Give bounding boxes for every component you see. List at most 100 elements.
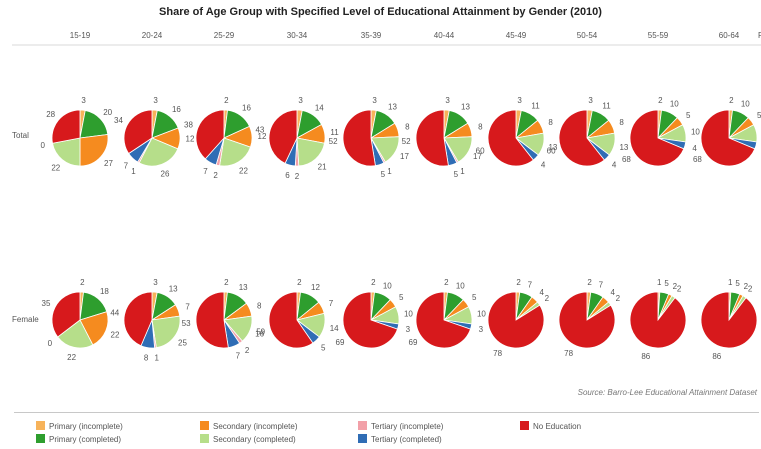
pie-slice bbox=[342, 291, 398, 349]
data-label: 16 bbox=[172, 105, 181, 114]
pie-slice bbox=[268, 291, 314, 349]
pie-slice bbox=[558, 291, 616, 349]
pie-slice bbox=[219, 137, 251, 167]
data-label: 78 bbox=[564, 349, 573, 358]
pie-slice bbox=[57, 319, 94, 349]
data-label: 35 bbox=[42, 299, 51, 308]
legend-swatch bbox=[200, 421, 209, 430]
data-label: 5 bbox=[321, 344, 326, 353]
data-label: 7 bbox=[124, 162, 129, 171]
column-header: 50-54 bbox=[577, 31, 598, 40]
data-label: 11 bbox=[531, 101, 540, 110]
data-label: 8 bbox=[478, 123, 483, 132]
data-label: 86 bbox=[641, 352, 650, 361]
column-headers: 15-19 20-24 25-29 30-34 35-39 40-44 45-49 50-54… bbox=[70, 31, 740, 40]
data-label: 5 bbox=[381, 170, 386, 179]
legend-swatch bbox=[200, 434, 209, 443]
pie-slice bbox=[415, 109, 449, 167]
data-label: 52 bbox=[402, 137, 411, 146]
data-label: 3 bbox=[479, 325, 484, 334]
row-label: Total bbox=[12, 131, 29, 140]
data-label: 7 bbox=[236, 351, 241, 360]
data-label: 59 bbox=[256, 327, 265, 336]
pie-slice bbox=[415, 291, 471, 349]
data-label: 4 bbox=[541, 161, 546, 170]
data-label: 13 bbox=[619, 143, 628, 152]
pie-slice bbox=[52, 137, 81, 167]
data-label: 7 bbox=[185, 303, 190, 312]
data-label: 3 bbox=[445, 96, 450, 105]
data-label: 10 bbox=[404, 309, 413, 318]
data-label: 10 bbox=[383, 282, 392, 291]
pie-slice bbox=[51, 109, 81, 144]
data-label: 2 bbox=[224, 278, 229, 287]
data-label: 1 bbox=[657, 278, 662, 287]
data-label: 10 bbox=[691, 127, 700, 136]
data-label: 69 bbox=[336, 338, 345, 347]
legend-label: Secondary (incomplete) bbox=[213, 422, 298, 431]
pie-slice bbox=[123, 291, 153, 347]
data-label: 3 bbox=[81, 96, 86, 105]
legend-item: Secondary (completed) bbox=[200, 434, 296, 444]
data-label: 38 bbox=[184, 120, 193, 129]
column-header: 25-29 bbox=[214, 31, 235, 40]
legend-item: Tertiary (incomplete) bbox=[358, 421, 443, 431]
legend-swatch bbox=[36, 434, 45, 443]
data-label: 7 bbox=[329, 299, 334, 308]
data-label: 78 bbox=[493, 349, 502, 358]
column-header: 15-19 bbox=[70, 31, 91, 40]
pie-slice bbox=[151, 315, 181, 349]
pie-female-20-24: 3 13 7 25 18 44 bbox=[110, 278, 190, 363]
data-label: 2 bbox=[677, 284, 682, 293]
data-label: 2 bbox=[80, 278, 85, 287]
data-label: 3 bbox=[153, 278, 158, 287]
data-label: 34 bbox=[114, 116, 123, 125]
data-label: 1 bbox=[460, 167, 465, 176]
data-label: 27 bbox=[104, 159, 113, 168]
data-label: 13 bbox=[169, 284, 178, 293]
pie-total-40-44: 3 13 8 17 15 52 bbox=[402, 96, 483, 179]
data-label: 5 bbox=[472, 293, 477, 302]
legend-swatch bbox=[520, 421, 529, 430]
pie-slice bbox=[558, 109, 605, 167]
data-label: 8 bbox=[548, 118, 553, 127]
data-label: 13 bbox=[388, 103, 397, 112]
column-header: 35-39 bbox=[361, 31, 382, 40]
data-label: 53 bbox=[182, 319, 191, 328]
pie-female-15-19: 2 18 22 22 0 35 bbox=[42, 278, 120, 362]
data-label: 7 bbox=[203, 167, 208, 176]
data-label: 13 bbox=[239, 283, 248, 292]
data-label: 2 bbox=[297, 278, 302, 287]
data-label: 3 bbox=[372, 96, 377, 105]
legend-label: Tertiary (incomplete) bbox=[371, 422, 444, 431]
data-label: 11 bbox=[602, 101, 611, 110]
data-label: 0 bbox=[48, 339, 53, 348]
data-label: 52 bbox=[329, 137, 338, 146]
data-label: 17 bbox=[400, 152, 409, 161]
data-label: 17 bbox=[473, 152, 482, 161]
pie-slice bbox=[123, 109, 153, 155]
data-label: 13 bbox=[548, 143, 557, 152]
data-label: 60 bbox=[476, 146, 485, 155]
column-header: 60-64 bbox=[719, 31, 740, 40]
column-header: 30-34 bbox=[287, 31, 308, 40]
data-label: 2 bbox=[744, 282, 749, 291]
data-label: 5 bbox=[757, 111, 761, 120]
data-label: 60 bbox=[547, 146, 556, 155]
data-label: 0 bbox=[40, 141, 45, 150]
pie-slice bbox=[51, 291, 81, 338]
data-label: 11 bbox=[330, 128, 339, 137]
data-label: 5 bbox=[454, 170, 459, 179]
legend-label: Secondary (completed) bbox=[213, 435, 296, 444]
data-label: 12 bbox=[186, 135, 195, 144]
data-label: 20 bbox=[103, 108, 112, 117]
pie-slice bbox=[629, 291, 687, 349]
data-label: 26 bbox=[161, 170, 170, 179]
pie-slice bbox=[79, 311, 109, 346]
pie-slice bbox=[195, 291, 229, 349]
